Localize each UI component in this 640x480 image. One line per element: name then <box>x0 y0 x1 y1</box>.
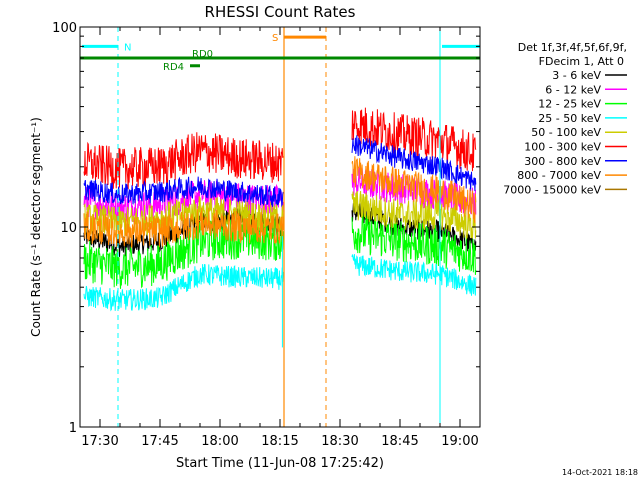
legend-entry-label: 7000 - 15000 keV <box>503 183 601 196</box>
legend-entry-label: 3 - 6 keV <box>552 69 601 82</box>
night-label: N <box>124 42 131 53</box>
x-tick-label: 17:45 <box>141 434 178 449</box>
y-tick-label: 100 <box>52 21 77 36</box>
legend-header-line-2: FDecim 1, Att 0 <box>539 55 624 68</box>
legend-header-line-1: Det 1f,3f,4f,5f,6f,9f, <box>518 41 627 54</box>
legend-entry-label: 100 - 300 keV <box>524 141 601 154</box>
decimation-label-rd4: RD4 <box>163 62 184 73</box>
y-axis-label: Count Rate (s⁻¹ detector segment⁻¹) <box>29 117 43 337</box>
x-tick-label: 18:00 <box>201 434 238 449</box>
legend-entry-label: 6 - 12 keV <box>545 83 601 96</box>
x-axis-label: Start Time (11-Jun-08 17:25:42) <box>176 456 384 471</box>
series-line-300_800keV <box>83 135 477 208</box>
x-tick-label: 18:45 <box>381 434 418 449</box>
series-line-800_7000keV <box>83 156 477 249</box>
y-tick-label: 10 <box>60 221 77 236</box>
x-tick-label: 17:30 <box>81 434 118 449</box>
legend-entry-label: 12 - 25 keV <box>538 98 601 111</box>
series-line-25_50keV <box>83 254 477 312</box>
decimation-label-rd0: RD0 <box>192 49 213 60</box>
series-line-100_300keV <box>83 107 477 190</box>
legend-entry-label: 800 - 7000 keV <box>517 169 601 182</box>
x-tick-label: 19:00 <box>441 434 478 449</box>
x-tick-label: 18:15 <box>261 434 298 449</box>
footer-timestamp: 14-Oct-2021 18:18 <box>562 468 638 477</box>
y-tick-label: 1 <box>69 421 77 436</box>
chart-title: RHESSI Count Rates <box>205 3 356 21</box>
legend-entry-label: 25 - 50 keV <box>538 112 601 125</box>
legend-entry-label: 300 - 800 keV <box>524 155 601 168</box>
x-tick-label: 18:30 <box>321 434 358 449</box>
legend-entry-label: 50 - 100 keV <box>531 126 601 139</box>
saa-label: S <box>272 33 278 44</box>
